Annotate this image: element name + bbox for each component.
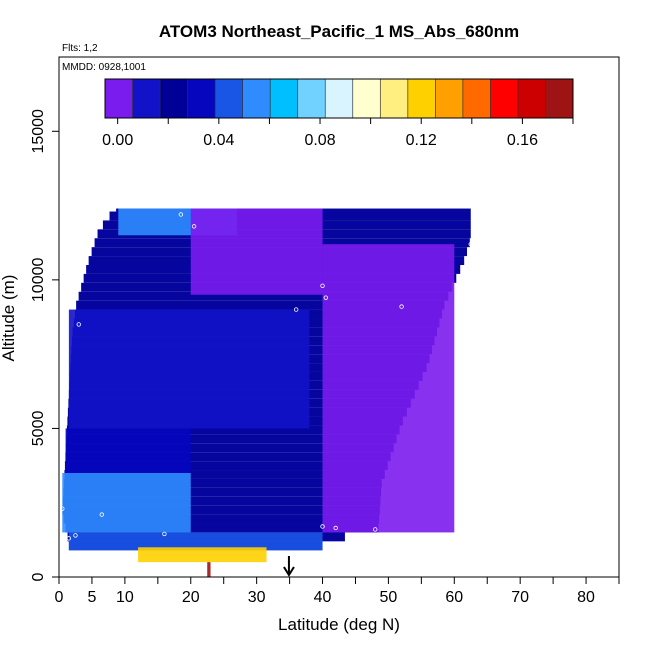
flight-point — [468, 241, 473, 247]
flight-point — [191, 224, 197, 229]
curtain-strip — [65, 523, 379, 533]
colorbar-frame — [104, 78, 574, 119]
colorbar-cell — [270, 79, 299, 118]
y-tick-label: 15000 — [30, 109, 47, 154]
colorbar: 0.00 0.04 0.08 0.12 0.16 — [102, 78, 574, 149]
colorbar-cell — [215, 79, 244, 118]
colorbar-cell — [435, 79, 464, 118]
curtain-strip — [78, 291, 449, 301]
heat-region — [322, 244, 455, 533]
flight-point — [320, 283, 325, 288]
dates-note: MMDD: 0928,1001 — [62, 62, 146, 73]
x-tick-label: 10 — [116, 589, 134, 606]
y-tick-label: 5000 — [30, 411, 47, 447]
colorbar-cell — [517, 79, 546, 118]
colorbar-cell — [242, 79, 271, 118]
curtain-strip — [64, 461, 388, 471]
colorbar-cell — [407, 79, 436, 118]
heat-region — [138, 547, 267, 563]
curtain-strip — [65, 452, 391, 462]
colorbar-cell — [297, 79, 326, 118]
colorbar-tick-label: 0.08 — [304, 132, 335, 149]
flight-point — [399, 304, 404, 309]
x-tick-label: 30 — [248, 589, 266, 606]
x-tick-label: 70 — [511, 589, 529, 606]
curtain-strip — [62, 496, 381, 506]
flight-point — [162, 531, 167, 537]
curtain-strip — [64, 470, 385, 479]
chart-title: ATOM3 Northeast_Pacific_1 MS_Abs_680nm — [159, 22, 519, 41]
x-tick-label: 20 — [182, 589, 200, 606]
flight-point — [244, 203, 249, 208]
flight-point — [234, 197, 240, 202]
x-tick-label: 5 — [87, 589, 96, 606]
flight-point — [323, 295, 329, 300]
heat-region — [62, 473, 191, 533]
y-tick-label: 10000 — [30, 258, 47, 303]
flight-point — [333, 525, 338, 531]
flight-point — [293, 307, 299, 312]
curtain-strip — [66, 425, 400, 435]
colorbar-cell — [490, 79, 519, 118]
curtain-strip — [62, 505, 380, 515]
x-tick-label: 60 — [445, 589, 463, 606]
heat-region — [65, 428, 191, 473]
y-tick-label: 0 — [30, 572, 47, 581]
colorbar-cell — [545, 79, 574, 118]
arrow-head — [283, 566, 295, 577]
y-axis-label: Altitude (m) — [0, 275, 18, 362]
heat-region — [190, 208, 323, 295]
colorbar-tick-label: 0.04 — [203, 132, 234, 149]
heat-region — [68, 532, 323, 551]
colorbar-cell — [352, 79, 381, 118]
flights-note: Flts: 1,2 — [62, 43, 98, 54]
x-axis-label: Latitude (deg N) — [278, 615, 400, 634]
flight-point — [76, 322, 81, 327]
flight-point — [60, 506, 65, 511]
flight-point — [320, 524, 325, 529]
axes: 0 5 10 20 30 40 50 60 70 80 0 5000 10000 15000 — [30, 56, 620, 606]
colorbar-tick-label: 0.16 — [507, 132, 538, 149]
flight-point — [99, 512, 105, 517]
flight-point — [178, 212, 184, 217]
flight-point — [373, 527, 378, 532]
colorbar-cell — [380, 79, 409, 118]
heat-region — [207, 562, 211, 577]
curtain-strip — [76, 300, 445, 310]
colorbar-cell — [105, 79, 134, 118]
x-tick-label: 80 — [577, 589, 595, 606]
x-tick-label: 50 — [380, 589, 398, 606]
colorbar-cell — [160, 79, 189, 118]
curtain-strip — [63, 514, 380, 524]
flight-point — [73, 533, 78, 538]
x-tick-label: 40 — [314, 589, 332, 606]
plot-frame — [58, 56, 620, 578]
x-tick-label: 0 — [55, 589, 64, 606]
colorbar-cell — [132, 79, 161, 118]
flight-point — [66, 536, 72, 541]
curtain-strip — [63, 478, 382, 488]
curtain-strip — [66, 434, 397, 444]
plot-area — [60, 197, 473, 577]
curtain-strip — [65, 443, 394, 453]
colorbar-tick-label: 0.00 — [102, 132, 133, 149]
colorbar-cell — [462, 79, 491, 118]
colorbar-cell — [187, 79, 216, 118]
colorbar-cell — [325, 79, 354, 118]
heat-region — [68, 309, 310, 429]
colorbar-tick-label: 0.12 — [406, 132, 437, 149]
curtain-strip — [63, 487, 382, 497]
